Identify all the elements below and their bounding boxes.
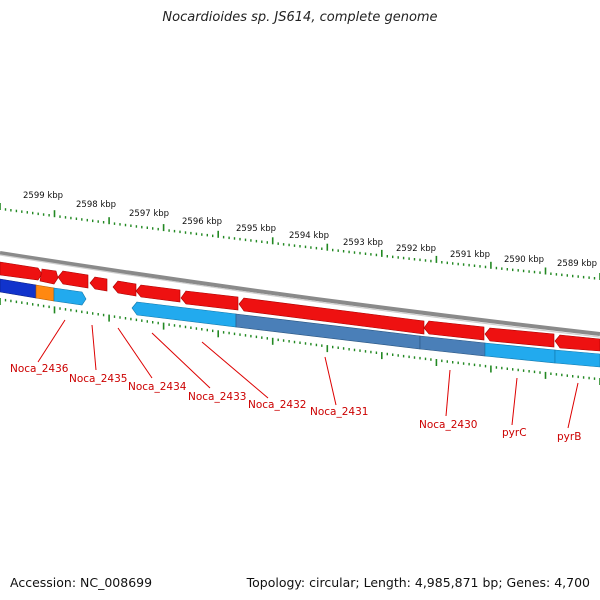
forward-gene bbox=[135, 284, 181, 303]
leader-line bbox=[567, 382, 579, 429]
forward-gene bbox=[484, 327, 555, 348]
gene-label-noca-2432: Noca_2432 bbox=[248, 399, 306, 411]
gene-label-noca-2431: Noca_2431 bbox=[310, 406, 368, 418]
gene-label-noca-2430: Noca_2430 bbox=[419, 419, 477, 431]
forward-gene bbox=[180, 290, 239, 311]
forward-gene bbox=[554, 334, 600, 352]
forward-gene bbox=[57, 270, 89, 289]
gene-label-noca-2436: Noca_2436 bbox=[10, 363, 69, 375]
accession-text: Accession: NC_008699 bbox=[10, 575, 153, 590]
kbp-label-2594: 2594 kbp bbox=[289, 231, 329, 241]
forward-gene bbox=[238, 297, 425, 335]
leader-line bbox=[91, 324, 97, 371]
reverse-gene-dark-blue bbox=[0, 278, 37, 299]
reverse-gene bbox=[131, 301, 237, 328]
kbp-label-2596: 2596 kbp bbox=[182, 217, 222, 227]
leader-line bbox=[445, 369, 451, 417]
reverse-gene bbox=[53, 287, 87, 306]
gene-label-noca-2434: Noca_2434 bbox=[128, 381, 187, 393]
kbp-label-2590: 2590 kbp bbox=[504, 255, 544, 265]
gene-label-noca-2435: Noca_2435 bbox=[69, 373, 127, 385]
gene-label-lines bbox=[37, 319, 579, 429]
genome-backbone bbox=[0, 251, 600, 336]
reverse-strand-genes bbox=[0, 278, 600, 368]
kbp-label-2591: 2591 kbp bbox=[450, 250, 490, 260]
leader-line bbox=[511, 377, 518, 426]
gene-labels: Noca_2436 Noca_2435 Noca_2434 Noca_2433 … bbox=[10, 363, 581, 443]
kbp-label-2597: 2597 kbp bbox=[129, 209, 169, 219]
kbp-label-2589: 2589 kbp bbox=[557, 259, 597, 269]
genome-backbone-inner bbox=[0, 254, 600, 338]
map-title: Nocardioides sp. JS614, complete genome bbox=[162, 10, 438, 25]
outer-tick-ring bbox=[0, 203, 600, 280]
kbp-labels: 2599 kbp 2598 kbp 2597 kbp 2596 kbp 2595… bbox=[23, 191, 597, 269]
kbp-label-2593: 2593 kbp bbox=[343, 238, 383, 248]
reverse-gene bbox=[554, 349, 600, 368]
kbp-label-2595: 2595 kbp bbox=[236, 224, 276, 234]
forward-gene bbox=[112, 280, 137, 297]
gene-label-noca-2433: Noca_2433 bbox=[188, 391, 246, 403]
reverse-gene-orange bbox=[35, 284, 55, 302]
leader-line bbox=[117, 327, 153, 379]
gene-label-pyrb: pyrB bbox=[557, 431, 581, 443]
leader-line bbox=[201, 341, 269, 399]
forward-gene bbox=[0, 261, 43, 281]
gene-label-pyrc: pyrC bbox=[502, 427, 527, 439]
kbp-label-2592: 2592 kbp bbox=[396, 244, 436, 254]
leader-line bbox=[151, 332, 211, 389]
forward-gene bbox=[423, 320, 485, 341]
kbp-label-2599: 2599 kbp bbox=[23, 191, 63, 201]
genome-summary-text: Topology: circular; Length: 4,985,871 bp… bbox=[246, 575, 590, 590]
kbp-label-2598: 2598 kbp bbox=[76, 200, 116, 210]
forward-gene bbox=[39, 268, 59, 285]
forward-gene bbox=[89, 276, 108, 292]
leader-line bbox=[37, 319, 66, 363]
inner-tick-ring bbox=[0, 298, 600, 385]
forward-strand-genes bbox=[0, 261, 600, 352]
leader-line bbox=[324, 356, 337, 406]
